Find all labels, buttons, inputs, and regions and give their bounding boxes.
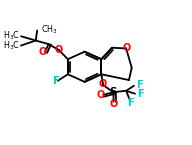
Text: F: F bbox=[137, 89, 144, 99]
Text: H$_3$C: H$_3$C bbox=[3, 30, 20, 42]
Text: CH$_3$: CH$_3$ bbox=[41, 24, 58, 36]
Text: F: F bbox=[127, 98, 134, 108]
Text: O: O bbox=[39, 47, 47, 57]
Text: O: O bbox=[98, 79, 107, 89]
Text: O: O bbox=[97, 90, 105, 100]
Text: O: O bbox=[55, 45, 63, 55]
Text: O: O bbox=[110, 99, 118, 109]
Text: F: F bbox=[53, 76, 60, 86]
Text: S: S bbox=[110, 87, 117, 97]
Text: H$_3$C: H$_3$C bbox=[3, 39, 20, 52]
Text: F: F bbox=[136, 80, 142, 90]
Text: O: O bbox=[122, 43, 130, 53]
